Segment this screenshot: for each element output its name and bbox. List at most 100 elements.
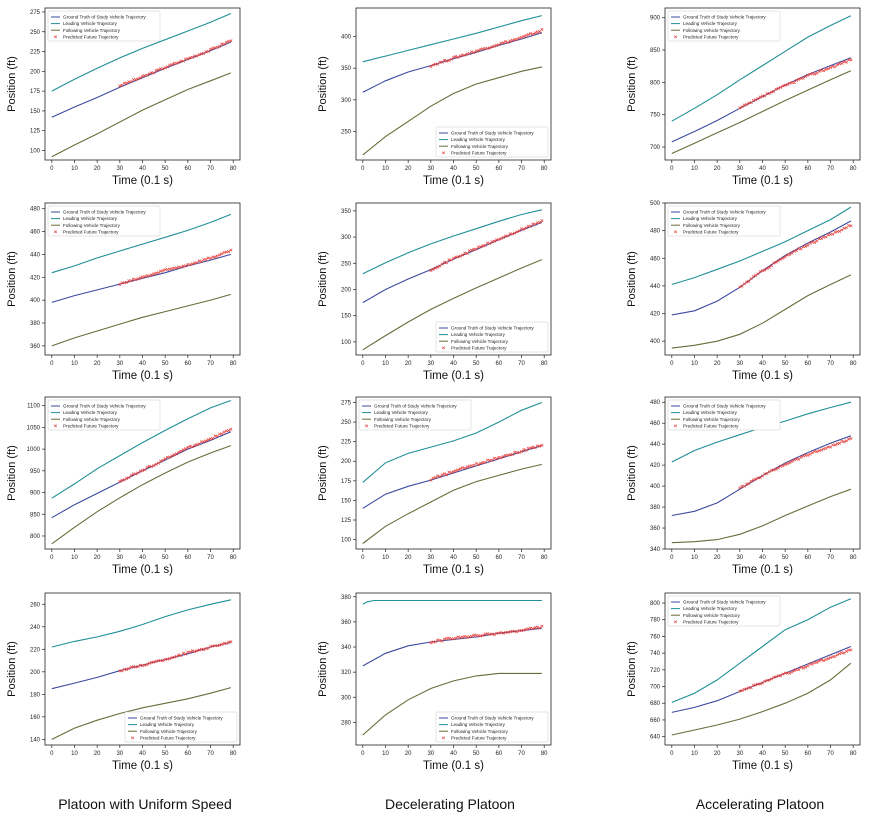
predicted-marker [781, 84, 785, 88]
predicted-marker [456, 55, 460, 59]
x-tick-label: 30 [427, 751, 434, 757]
x-tick-label: 70 [827, 751, 834, 757]
predicted-marker [513, 450, 517, 454]
predicted-marker [772, 261, 776, 265]
y-tick-label: 1050 [27, 425, 41, 431]
predicted-marker [229, 640, 233, 644]
legend-label-ground-truth: Ground Truth of Study Vehicle Trajectory [63, 404, 146, 409]
predicted-marker [797, 668, 801, 672]
predicted-marker [211, 436, 215, 440]
predicted-marker [159, 269, 163, 273]
predicted-marker [799, 665, 803, 669]
predicted-marker [470, 634, 474, 638]
x-tick-label: 80 [541, 361, 548, 367]
following-vehicle-line [362, 66, 543, 156]
y-tick-label: 440 [650, 284, 661, 290]
predicted-marker [186, 445, 190, 449]
predicted-marker [524, 226, 528, 230]
predicted-marker [218, 643, 222, 647]
legend-label-ground-truth: Ground Truth of Study Vehicle Trajectory [63, 210, 146, 215]
x-tick-label: 20 [714, 751, 721, 757]
leading-vehicle-line [362, 15, 543, 63]
predicted-marker [454, 636, 458, 640]
predicted-marker [524, 627, 528, 631]
predicted-marker [147, 274, 151, 278]
legend-label-following-vehicle: Following Vehicle Trajectory [683, 223, 741, 228]
x-tick-label: 70 [207, 361, 214, 367]
predicted-marker [433, 62, 437, 66]
predicted-marker [465, 465, 469, 469]
predicted-marker [134, 665, 138, 669]
x-tick-label: 40 [759, 751, 766, 757]
legend-label-predicted: Predicted Future Trajectory [63, 423, 119, 428]
legend-label-following-vehicle: Following Vehicle Trajectory [63, 417, 121, 422]
predicted-marker [808, 241, 812, 245]
y-tick-label: 800 [650, 601, 661, 607]
predicted-marker [515, 230, 519, 234]
predicted-marker [483, 632, 487, 636]
predicted-marker [154, 462, 158, 466]
y-tick-label: 200 [341, 287, 352, 293]
predicted-marker [438, 60, 442, 64]
predicted-marker [154, 68, 158, 72]
legend-swatch-predicted [674, 230, 677, 234]
x-tick-label: 60 [496, 555, 503, 561]
predicted-marker [508, 630, 512, 634]
predicted-marker [538, 220, 542, 224]
y-axis-label: Position (ft) [6, 56, 18, 112]
predicted-marker [138, 469, 142, 473]
predicted-marker [445, 59, 449, 63]
predicted-marker [177, 450, 181, 454]
predicted-marker [170, 267, 174, 271]
y-tick-label: 225 [30, 50, 41, 56]
predicted-marker [506, 234, 510, 238]
legend-box [47, 10, 161, 42]
predicted-marker [136, 277, 140, 281]
predicted-marker [508, 39, 512, 43]
predicted-marker [229, 39, 233, 43]
predicted-marker [125, 81, 129, 85]
predicted-marker [172, 655, 176, 659]
predicted-marker [779, 257, 783, 261]
legend-label-ground-truth: Ground Truth of Study Vehicle Trajectory [683, 600, 766, 605]
y-tick-label: 780 [650, 618, 661, 624]
predicted-marker [785, 671, 789, 675]
predicted-marker [451, 470, 456, 474]
predicted-marker [781, 464, 785, 468]
predicted-marker [506, 630, 510, 634]
predicted-marker [118, 479, 122, 483]
predicted-marker [740, 689, 744, 693]
y-axis-label: Position (ft) [317, 641, 329, 697]
predicted-marker [188, 263, 192, 267]
x-tick-label: 10 [691, 555, 698, 561]
y-tick-label: 900 [30, 491, 41, 497]
predicted-marker [763, 94, 767, 98]
predicted-marker [206, 646, 210, 650]
x-axis-label: Time (0.1 s) [732, 760, 793, 772]
x-axis-label: Time (0.1 s) [112, 760, 173, 772]
predicted-marker [758, 682, 762, 686]
legend-swatch-predicted [674, 424, 677, 428]
x-tick-label: 0 [50, 361, 54, 367]
predicted-marker [751, 98, 755, 102]
predicted-marker [118, 282, 122, 286]
predicted-marker [826, 233, 830, 237]
legend-label-leading-vehicle: Leading Vehicle Trajectory [63, 216, 118, 221]
leading-vehicle-line [671, 206, 852, 286]
x-tick-label: 60 [185, 166, 192, 172]
predicted-marker [490, 632, 494, 636]
y-tick-label: 480 [650, 400, 661, 406]
x-tick-label: 20 [94, 555, 101, 561]
predicted-marker [218, 44, 222, 48]
chart-2-1: 0 10 20 30 40 50 60 70 80 100 125 150 175 200 225 250 27… [317, 396, 552, 576]
predicted-marker [781, 256, 785, 260]
y-tick-label: 150 [341, 498, 352, 504]
predicted-marker [838, 229, 842, 233]
legend-label-following-vehicle: Following Vehicle Trajectory [683, 613, 741, 618]
y-tick-label: 175 [30, 89, 41, 95]
x-tick-label: 60 [496, 361, 503, 367]
x-tick-label: 60 [185, 751, 192, 757]
predicted-marker [504, 40, 508, 44]
x-tick-label: 40 [450, 166, 457, 172]
y-tick-label: 850 [30, 512, 41, 518]
